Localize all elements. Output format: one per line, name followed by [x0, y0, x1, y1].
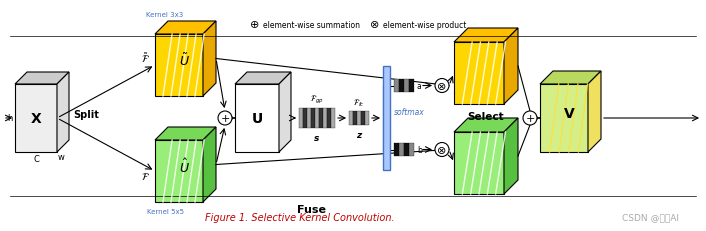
- Text: s: s: [314, 134, 320, 142]
- Bar: [353, 112, 357, 125]
- Bar: [357, 112, 361, 125]
- Text: z: z: [357, 131, 361, 139]
- Polygon shape: [235, 85, 279, 152]
- Text: $\mathcal{F}_{fc}$: $\mathcal{F}_{fc}$: [353, 97, 365, 109]
- Text: X: X: [30, 112, 42, 125]
- Text: U: U: [251, 112, 263, 125]
- Text: C: C: [33, 155, 39, 164]
- Bar: [409, 143, 414, 156]
- Text: $\mathcal{F}_{gp}$: $\mathcal{F}_{gp}$: [310, 94, 324, 106]
- Circle shape: [218, 112, 232, 125]
- Polygon shape: [504, 119, 518, 194]
- Polygon shape: [454, 29, 518, 43]
- Bar: [323, 109, 327, 128]
- Bar: [404, 80, 409, 93]
- Polygon shape: [57, 73, 69, 152]
- Bar: [383, 67, 390, 170]
- Text: ⊕: ⊕: [251, 20, 260, 30]
- Bar: [399, 80, 404, 93]
- Polygon shape: [203, 128, 216, 202]
- Circle shape: [523, 112, 537, 125]
- Polygon shape: [155, 22, 216, 35]
- Polygon shape: [454, 119, 518, 132]
- Text: element-wise product: element-wise product: [383, 20, 467, 29]
- Text: $\mathcal{F}$: $\mathcal{F}$: [140, 171, 150, 182]
- Bar: [409, 80, 414, 93]
- Text: b: b: [417, 145, 422, 154]
- Bar: [311, 109, 315, 128]
- Text: w: w: [58, 152, 64, 161]
- Bar: [307, 109, 311, 128]
- Polygon shape: [454, 132, 504, 194]
- Text: ⊗: ⊗: [371, 20, 380, 30]
- Text: Figure 1. Selective Kernel Convolution.: Figure 1. Selective Kernel Convolution.: [205, 212, 395, 222]
- Text: element-wise summation: element-wise summation: [263, 20, 360, 29]
- Bar: [361, 112, 365, 125]
- Text: h: h: [7, 114, 13, 123]
- Polygon shape: [15, 85, 57, 152]
- Text: Select: Select: [467, 112, 504, 122]
- Text: $\hat{U}$: $\hat{U}$: [179, 157, 190, 175]
- Circle shape: [435, 79, 449, 93]
- Text: ⊗: ⊗: [437, 81, 447, 91]
- Text: softmax: softmax: [394, 108, 425, 117]
- Text: Fuse: Fuse: [297, 204, 326, 214]
- Polygon shape: [203, 22, 216, 97]
- Polygon shape: [279, 73, 291, 152]
- Bar: [394, 143, 399, 156]
- Text: CSDN @微学AI: CSDN @微学AI: [621, 213, 678, 222]
- Text: +: +: [525, 113, 534, 123]
- Polygon shape: [454, 43, 504, 105]
- Text: Kernel 5x5: Kernel 5x5: [147, 208, 184, 214]
- Bar: [394, 80, 399, 93]
- Polygon shape: [235, 73, 291, 85]
- Text: +: +: [220, 113, 229, 123]
- Text: Kernel 3x3: Kernel 3x3: [146, 12, 184, 18]
- Bar: [331, 109, 335, 128]
- Polygon shape: [155, 35, 203, 97]
- Polygon shape: [15, 73, 69, 85]
- Polygon shape: [155, 140, 203, 202]
- Bar: [319, 109, 323, 128]
- Bar: [404, 143, 409, 156]
- Text: a: a: [417, 82, 421, 91]
- Text: ⊗: ⊗: [437, 145, 447, 155]
- Bar: [315, 109, 319, 128]
- Bar: [299, 109, 303, 128]
- Bar: [365, 112, 369, 125]
- Polygon shape: [155, 128, 216, 140]
- Bar: [327, 109, 331, 128]
- Text: $\tilde{U}$: $\tilde{U}$: [179, 52, 190, 69]
- Text: Split: Split: [73, 109, 99, 119]
- Text: V: V: [564, 106, 575, 120]
- Polygon shape: [588, 72, 601, 152]
- Polygon shape: [540, 72, 601, 85]
- Bar: [349, 112, 353, 125]
- Bar: [303, 109, 307, 128]
- Bar: [399, 143, 404, 156]
- Polygon shape: [540, 85, 588, 152]
- Polygon shape: [504, 29, 518, 105]
- Circle shape: [435, 143, 449, 157]
- Text: $\tilde{\mathcal{F}}$: $\tilde{\mathcal{F}}$: [140, 51, 150, 65]
